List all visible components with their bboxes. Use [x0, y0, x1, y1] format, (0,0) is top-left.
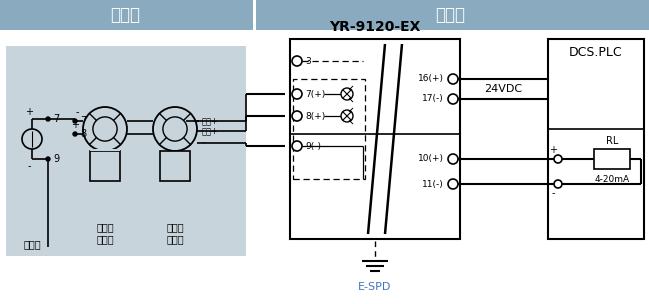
Bar [90, 151, 120, 181]
Text: RL: RL [606, 136, 618, 146]
Text: 9: 9 [53, 154, 59, 164]
Circle shape [554, 180, 562, 188]
Bar [290, 39, 460, 239]
Text: 8: 8 [80, 129, 86, 139]
Text: 三线制
变送器: 三线制 变送器 [166, 223, 184, 244]
Text: -: - [202, 139, 205, 147]
Text: 信号+: 信号+ [202, 116, 219, 126]
Text: YR-9120-EX: YR-9120-EX [329, 20, 421, 34]
Bar [293, 79, 365, 179]
Circle shape [83, 107, 127, 151]
Text: E-SPD: E-SPD [358, 282, 392, 292]
Text: 3: 3 [305, 57, 311, 65]
Bar [6, 46, 246, 256]
Text: DCS.PLC: DCS.PLC [569, 46, 623, 58]
Text: +: + [549, 145, 557, 155]
Text: 11(-): 11(-) [422, 179, 444, 188]
Circle shape [163, 117, 187, 141]
Bar [0, 0, 253, 30]
Text: 10(+): 10(+) [418, 154, 444, 164]
Text: 电源+: 电源+ [202, 126, 219, 136]
Text: 电流源: 电流源 [23, 239, 41, 249]
Circle shape [292, 89, 302, 99]
Circle shape [448, 154, 458, 164]
Bar [160, 151, 190, 181]
Text: 7: 7 [80, 116, 86, 126]
Circle shape [73, 132, 77, 136]
Circle shape [448, 74, 458, 84]
Text: -: - [27, 161, 31, 171]
Circle shape [153, 107, 197, 151]
Text: 7(+): 7(+) [305, 89, 325, 98]
Text: -: - [75, 107, 79, 117]
Text: 7: 7 [53, 114, 59, 124]
Circle shape [448, 179, 458, 189]
Text: 4-20mA: 4-20mA [594, 174, 630, 184]
Text: +: + [25, 107, 33, 117]
Circle shape [46, 157, 50, 161]
Circle shape [448, 94, 458, 104]
Text: 24VDC: 24VDC [484, 84, 522, 94]
Circle shape [554, 155, 562, 163]
Circle shape [93, 117, 117, 141]
Circle shape [73, 119, 77, 123]
Text: 16(+): 16(+) [418, 74, 444, 84]
Circle shape [46, 117, 50, 121]
Circle shape [292, 141, 302, 151]
Text: 17(-): 17(-) [422, 95, 444, 103]
Text: 危险区: 危险区 [110, 6, 140, 24]
Text: 9(-): 9(-) [305, 141, 321, 150]
Text: -: - [551, 188, 555, 198]
Bar [256, 0, 649, 30]
Circle shape [341, 88, 353, 100]
Bar [594, 149, 630, 169]
Circle shape [292, 111, 302, 121]
Bar [548, 39, 644, 239]
Text: 安全区: 安全区 [435, 6, 465, 24]
Circle shape [292, 56, 302, 66]
Text: 二线制
变送器: 二线制 变送器 [96, 223, 114, 244]
Circle shape [22, 129, 42, 149]
Text: +: + [71, 120, 79, 130]
Bar [90, 149, 120, 151]
Text: 8(+): 8(+) [305, 112, 325, 120]
Circle shape [341, 110, 353, 122]
